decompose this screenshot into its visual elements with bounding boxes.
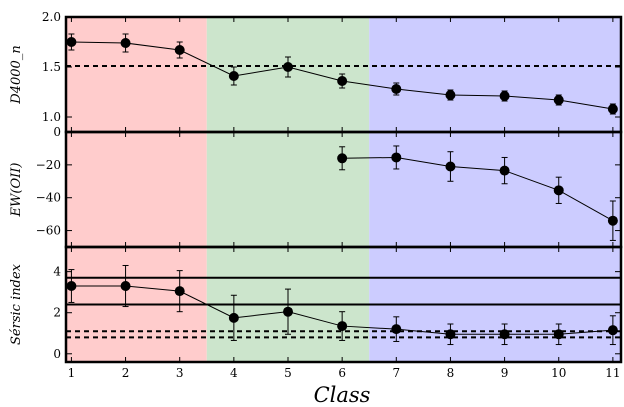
data-point	[499, 165, 510, 176]
x-axis: 1 2 3 4 5 6 7 8 9 10 11	[68, 366, 621, 380]
y-tick-label: −20	[36, 158, 61, 172]
data-point	[174, 45, 185, 55]
x-tick-label: 9	[501, 366, 509, 380]
data-point	[228, 312, 239, 323]
data-point	[607, 104, 618, 114]
y-tick-label: −60	[36, 224, 61, 238]
x-tick-label: 6	[338, 366, 346, 380]
data-point	[391, 84, 402, 94]
x-tick-label: 1	[68, 366, 76, 380]
y-axis-label: D4000_n	[9, 45, 24, 104]
class-band-3	[369, 17, 621, 362]
data-point	[607, 215, 618, 226]
x-tick-label: 3	[176, 366, 184, 380]
data-point	[174, 286, 185, 297]
data-point	[337, 153, 348, 164]
data-point	[499, 91, 510, 101]
y-axis-label: EW(OII)	[9, 163, 24, 218]
panel-frame	[64, 245, 623, 364]
class-bands	[66, 17, 621, 362]
data-point	[66, 37, 77, 47]
data-point	[337, 321, 348, 332]
data-point	[553, 95, 564, 105]
data-point	[391, 152, 402, 163]
y-tick-label: 4	[53, 265, 61, 279]
y-axis-label: Sérsic index	[9, 263, 24, 345]
panel-d4000: 1.0 1.5 2.0 D4000_n	[9, 10, 623, 134]
data-point	[499, 329, 510, 340]
series-line	[342, 156, 614, 222]
x-tick-label: 2	[122, 366, 130, 380]
data-point	[337, 76, 348, 86]
data-point	[66, 281, 77, 292]
y-tick-label: 2.0	[42, 10, 61, 24]
data-point	[553, 329, 564, 340]
data-point	[553, 185, 564, 196]
y-tick-label: 1.5	[42, 60, 61, 74]
data-point	[120, 38, 131, 48]
x-tick-label: 11	[605, 366, 620, 380]
class-band-1	[66, 17, 207, 362]
y-tick-label: −40	[36, 191, 61, 205]
x-tick-label: 7	[392, 366, 400, 380]
panel-sersic: 0 2 4 Sérsic index	[9, 245, 623, 364]
x-axis-label: Class	[314, 383, 371, 407]
y-tick-label: 2	[53, 306, 61, 320]
x-tick-label: 8	[447, 366, 455, 380]
x-tick-label: 4	[230, 366, 238, 380]
data-point	[445, 90, 456, 100]
chart-panels: 1.0 1.5 2.0 D4000_n 0 −20 −40 −60 EW(OII) 0 2 4 Sérs…	[9, 10, 623, 364]
data-point	[120, 281, 131, 292]
x-tick-label: 5	[284, 366, 292, 380]
data-point	[391, 324, 402, 335]
y-tick-label: 1.0	[42, 110, 61, 124]
data-point	[445, 161, 456, 172]
data-point	[283, 306, 293, 317]
data-point	[607, 325, 618, 336]
y-tick-label: 0	[53, 125, 61, 139]
data-point	[283, 62, 293, 72]
x-tick-label: 10	[551, 366, 566, 380]
data-point	[445, 329, 456, 340]
y-tick-label: 0	[53, 347, 61, 361]
data-point	[228, 71, 239, 81]
